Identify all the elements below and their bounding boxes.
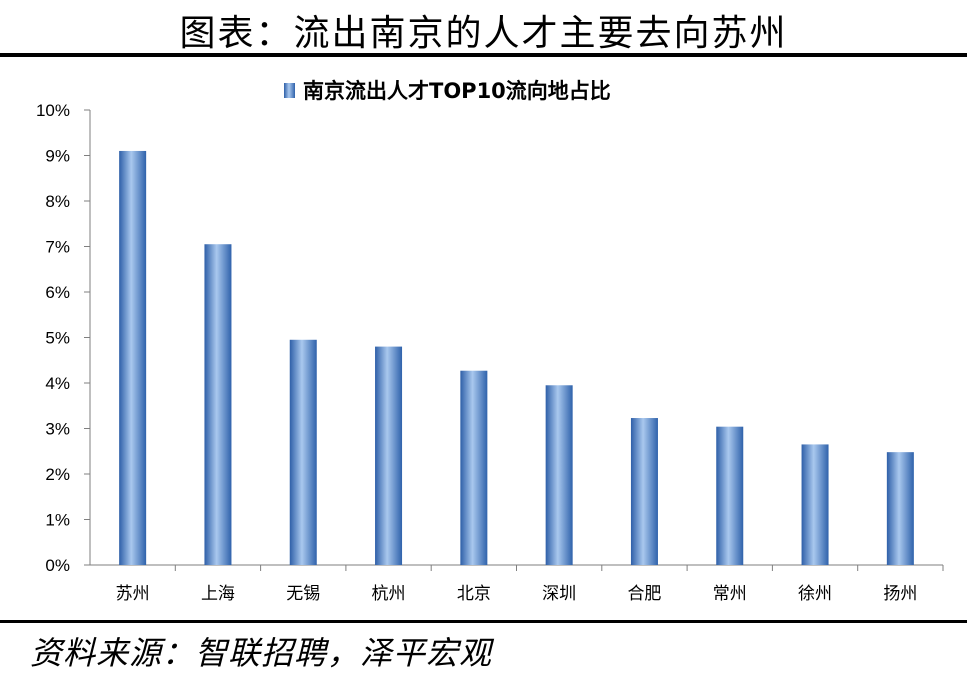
legend-swatch bbox=[284, 83, 295, 98]
source-divider bbox=[0, 620, 967, 623]
y-tick-label: 0% bbox=[45, 556, 70, 575]
y-tick-label: 6% bbox=[45, 283, 70, 302]
bar bbox=[545, 385, 573, 565]
y-tick-label: 7% bbox=[45, 238, 70, 257]
chart-legend: 南京流出人才TOP10流向地占比 bbox=[284, 79, 611, 103]
y-tick-label: 2% bbox=[45, 465, 70, 484]
y-tick-label: 3% bbox=[45, 420, 70, 439]
bar bbox=[119, 150, 147, 565]
y-tick-label: 5% bbox=[45, 329, 70, 348]
title-divider bbox=[0, 53, 967, 57]
source-note: 资料来源：智联招聘，泽平宏观 bbox=[30, 634, 493, 672]
x-tick-label: 扬州 bbox=[883, 584, 917, 604]
x-tick-label: 上海 bbox=[201, 584, 235, 604]
bar bbox=[460, 370, 488, 565]
y-tick-label: 10% bbox=[36, 101, 70, 120]
x-tick-label: 徐州 bbox=[798, 584, 832, 604]
bar bbox=[886, 452, 914, 565]
x-tick-label: 杭州 bbox=[372, 584, 406, 604]
x-tick-label: 合肥 bbox=[627, 584, 661, 604]
chart-axes bbox=[84, 109, 944, 571]
y-tick-label: 8% bbox=[45, 192, 70, 211]
chart-bars bbox=[119, 150, 914, 565]
x-tick-label: 无锡 bbox=[286, 584, 320, 604]
bar bbox=[801, 444, 829, 565]
x-tick-label: 深圳 bbox=[542, 584, 576, 604]
bar-chart: 南京流出人才TOP10流向地占比 0% 1% 2% 3% 4% 5% 6% 7% 8% 9% 10%… bbox=[36, 79, 944, 604]
page-title: 图表：流出南京的人才主要去向苏州 bbox=[179, 13, 788, 54]
y-tick-label: 9% bbox=[45, 147, 70, 166]
bar bbox=[375, 346, 403, 565]
legend-label: 南京流出人才TOP10流向地占比 bbox=[303, 79, 611, 103]
x-tick-label: 北京 bbox=[457, 584, 491, 604]
chart-labels: 0% 1% 2% 3% 4% 5% 6% 7% 8% 9% 10% 苏州 上海 无锡 杭州 北京 深圳 合肥 常州 徐… bbox=[36, 101, 917, 604]
x-tick-label: 常州 bbox=[713, 584, 747, 604]
y-tick-label: 4% bbox=[45, 374, 70, 393]
x-tick-label: 苏州 bbox=[116, 584, 150, 604]
bar bbox=[289, 339, 317, 565]
y-tick-label: 1% bbox=[45, 511, 70, 530]
bar bbox=[630, 418, 658, 565]
bar bbox=[716, 426, 744, 565]
bar bbox=[204, 244, 232, 565]
